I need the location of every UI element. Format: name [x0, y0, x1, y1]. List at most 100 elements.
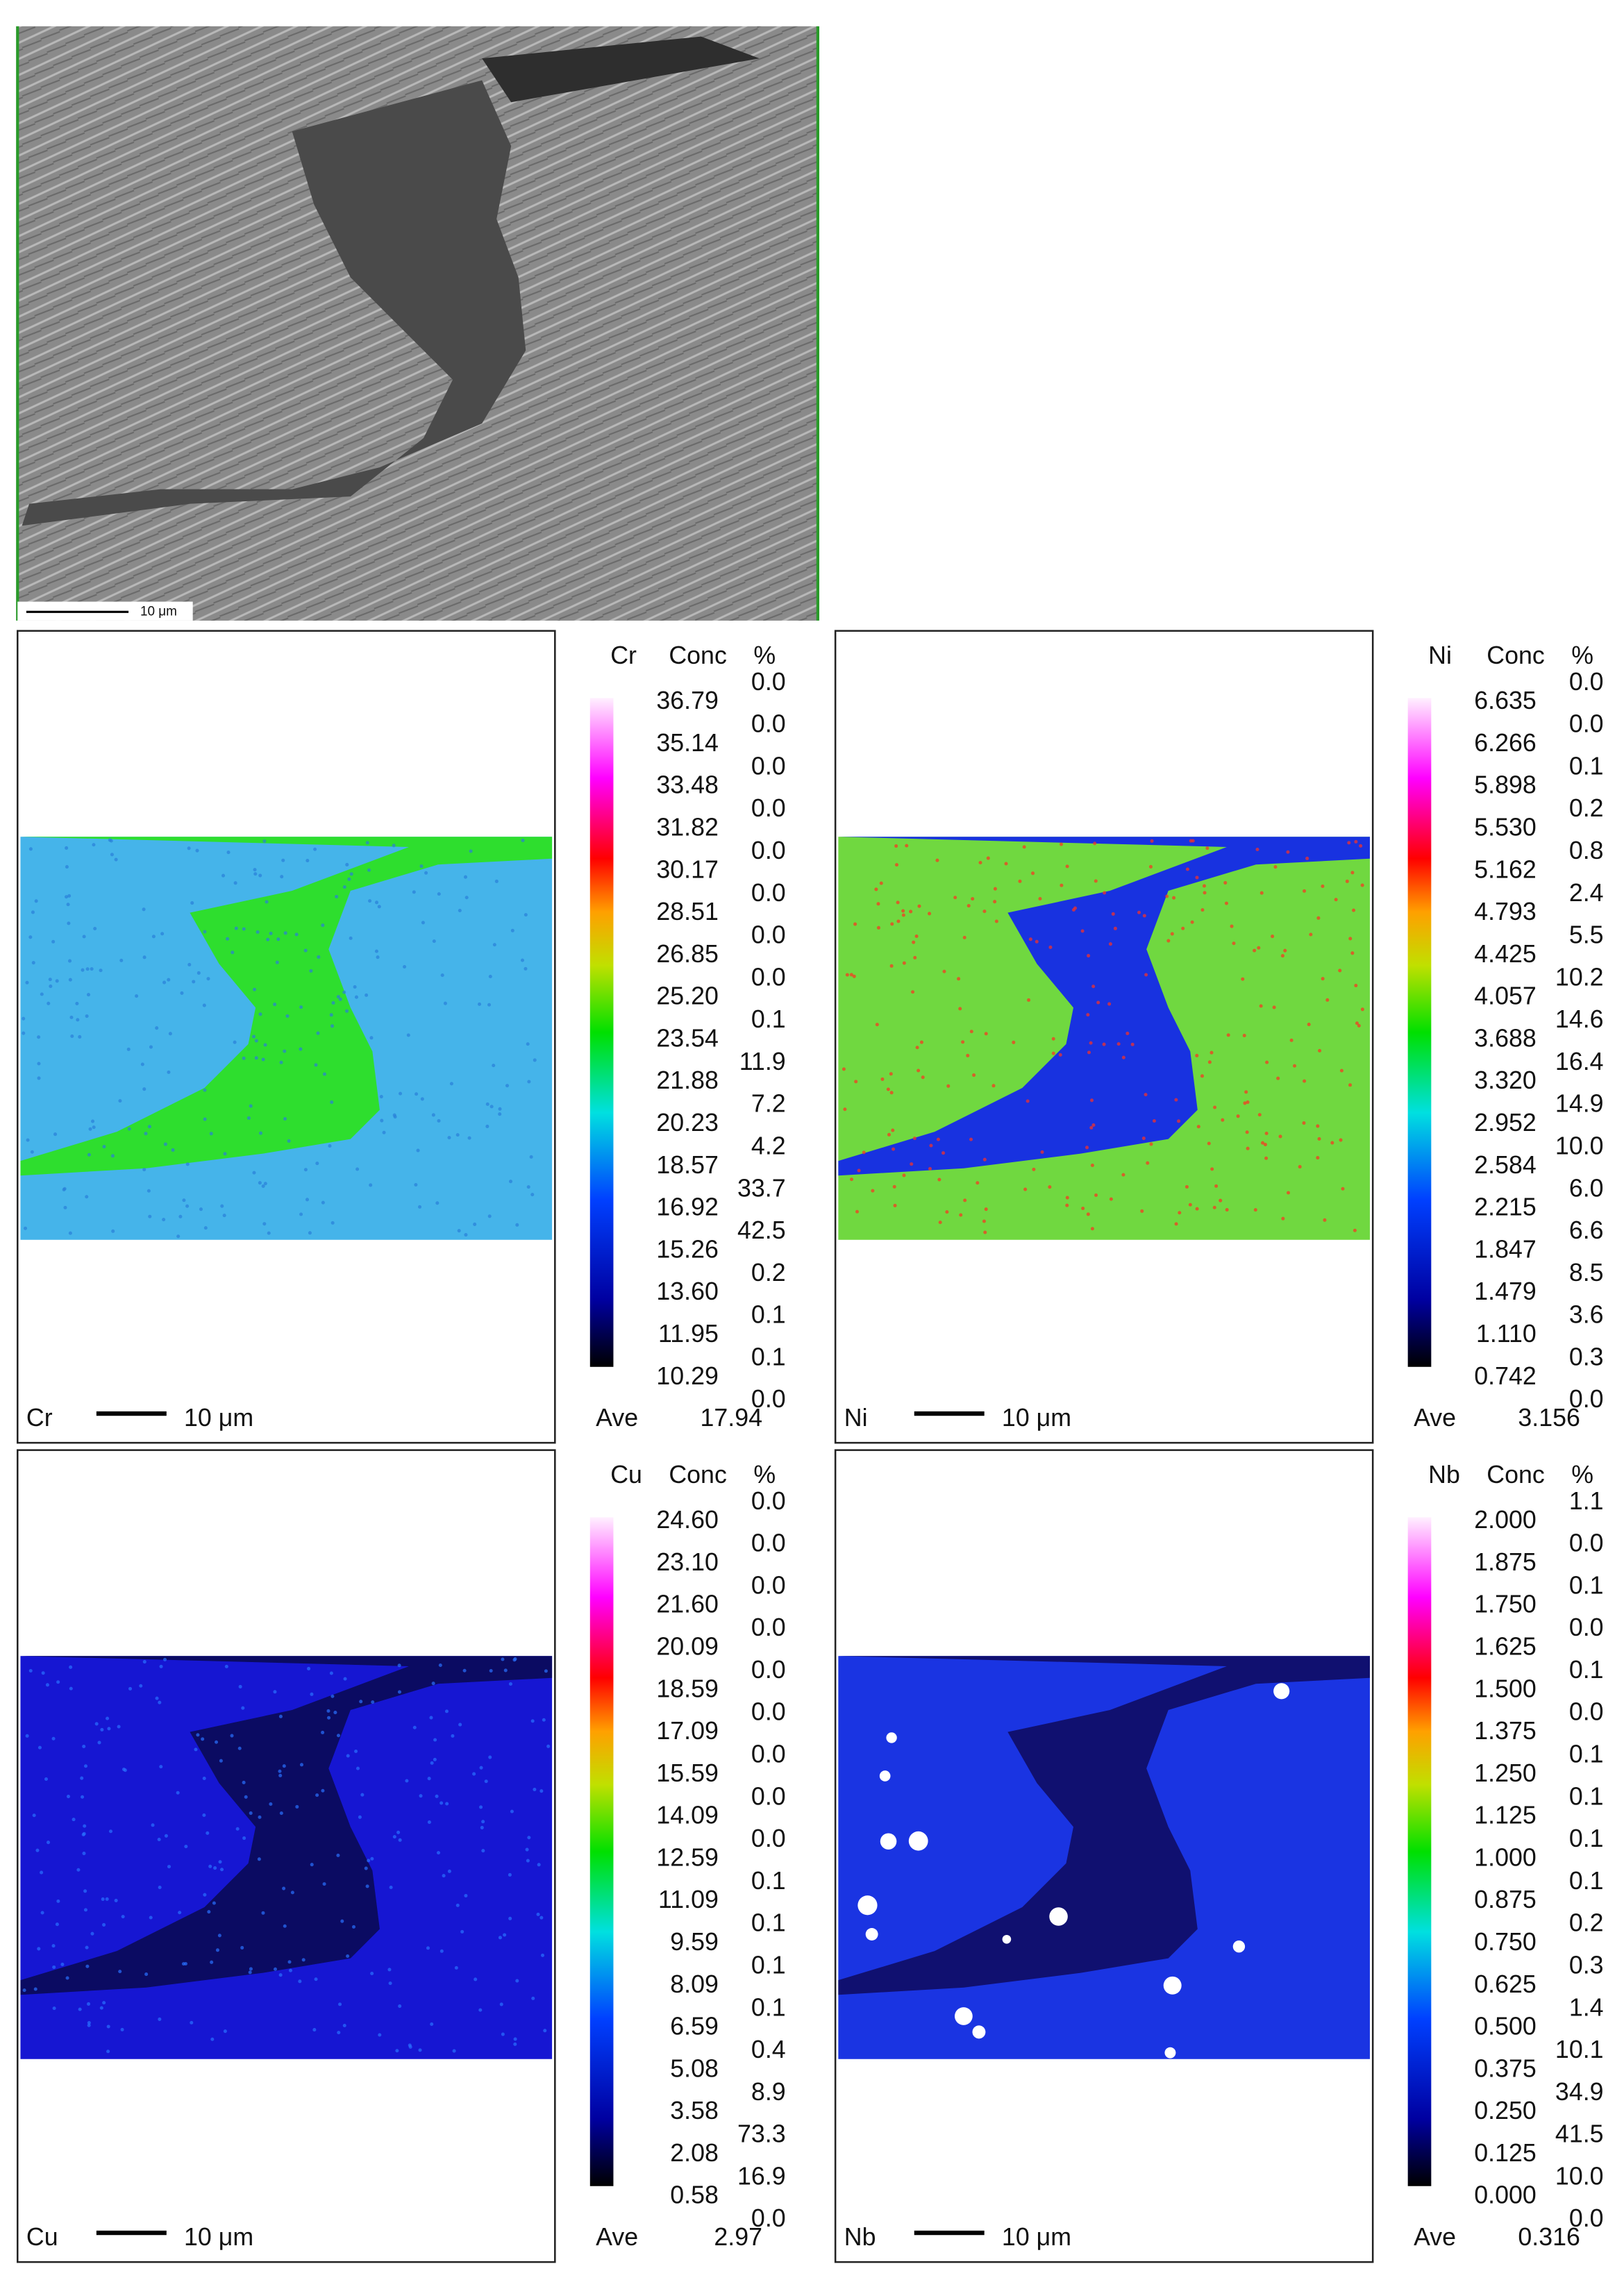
map-speckle [258, 1815, 262, 1819]
percentage: 0.3 [1569, 1951, 1604, 1979]
map-speckle [436, 1851, 441, 1855]
map-speckle [22, 1016, 26, 1021]
map-speckle [261, 1184, 265, 1189]
scale-value: 31.82 [656, 814, 718, 841]
map-speckle [1261, 1141, 1265, 1145]
percentage: 2.4 [1569, 879, 1604, 907]
map-speckle [162, 1218, 166, 1222]
map-speckle [473, 1222, 477, 1226]
map-speckle [935, 858, 939, 862]
map-speckle [1032, 1167, 1036, 1171]
map-speckle [49, 984, 53, 989]
map-speckle [1276, 1076, 1280, 1080]
map-speckle [936, 1137, 940, 1141]
scale-value: 11.09 [658, 1886, 719, 1913]
map-speckle [1023, 1187, 1028, 1191]
map-speckle [281, 858, 285, 862]
map-speckle [982, 910, 987, 914]
map-speckle [1283, 948, 1287, 953]
map-speckle [896, 900, 900, 905]
map-speckle [122, 1767, 126, 1772]
scale-value: 5.530 [1474, 814, 1536, 841]
map-speckle [220, 1204, 224, 1208]
scale-value: 1.875 [1474, 1548, 1536, 1576]
map-speckle [111, 1229, 115, 1233]
map-speckle [82, 934, 86, 939]
map-speckle [447, 1136, 451, 1140]
map-speckle [1121, 1173, 1125, 1177]
map-speckle [215, 1740, 219, 1744]
map-speckle [1185, 867, 1189, 871]
scale-element: Nb [1428, 1461, 1460, 1489]
map-speckle [308, 1231, 312, 1235]
map-speckle [81, 968, 85, 972]
map-speckle [102, 1145, 106, 1149]
percentage: 0.4 [751, 2036, 786, 2063]
map-speckle [299, 1763, 303, 1767]
map-speckle [294, 932, 299, 937]
percentage: 10.2 [1555, 963, 1604, 991]
map-speckle [159, 1664, 163, 1668]
map-speckle [412, 890, 416, 894]
scale-value: 6.59 [670, 2013, 719, 2040]
percentage: 0.1 [1569, 1825, 1604, 1852]
map-speckle [1318, 1048, 1322, 1053]
map-speckle [408, 2043, 412, 2047]
map-speckle [202, 1776, 206, 1781]
scale-value: 3.58 [670, 2097, 719, 2124]
percentage: 34.9 [1555, 2078, 1604, 2106]
scale-element: Cr [610, 642, 637, 669]
map-speckle [337, 2031, 341, 2035]
map-speckle [435, 1794, 439, 1798]
map-speckle [76, 1868, 81, 1872]
map-speckle [162, 980, 167, 984]
map-speckle [28, 847, 33, 851]
map-speckle [367, 868, 371, 872]
map-speckle [82, 1744, 86, 1748]
map-speckle [330, 1100, 334, 1105]
map-speckle [231, 950, 235, 955]
map-speckle [212, 1901, 216, 1905]
scale-value: 1.479 [1474, 1277, 1536, 1305]
map-speckle [119, 958, 124, 962]
map-speckle [158, 1886, 162, 1890]
map-speckle [479, 1805, 483, 1809]
map-speckle [335, 894, 339, 898]
scale-value: 2.584 [1474, 1151, 1536, 1179]
map-speckle [282, 1764, 286, 1768]
map-speckle [37, 1745, 42, 1750]
scale-value: 33.48 [656, 771, 718, 799]
map-speckle [478, 2008, 483, 2012]
map-speckle [1058, 1053, 1062, 1057]
map-speckle [23, 1226, 28, 1230]
map-speckle [1094, 1193, 1098, 1198]
map-speckle [365, 841, 369, 845]
map-speckle [249, 1967, 253, 1971]
map-speckle [865, 1928, 878, 1940]
percentage: 0.8 [1569, 837, 1604, 864]
element-map-panel: Nb 10 μm Nb Conc % 2.000 1.875 1.750 1.625 1.500 1… [834, 1449, 1604, 2263]
map-speckle [1087, 954, 1091, 958]
map-speckle [1205, 846, 1209, 850]
map-speckle [254, 1056, 258, 1060]
map-speckle [151, 1823, 155, 1827]
percentage: 0.0 [1569, 710, 1604, 738]
map-speckle [241, 1706, 245, 1710]
map-speckle [893, 1203, 897, 1207]
map-speckle [99, 969, 103, 973]
element-map-panel: Ni 10 μm Ni Conc % 6.635 6.266 5.898 5.530 5.162 4… [834, 630, 1604, 1444]
scale-value: 16.92 [656, 1193, 718, 1221]
map-speckle [248, 1970, 252, 1975]
map-speckle [321, 1200, 325, 1205]
map-speckle [1286, 1191, 1291, 1195]
map-speckle [901, 913, 905, 917]
percentage: 0.0 [751, 710, 786, 738]
map-speckle [97, 1741, 101, 1745]
percentage: 0.0 [751, 1385, 786, 1413]
map-phase [838, 1656, 1370, 1995]
percentage: 0.2 [751, 1259, 786, 1286]
map-speckle [1022, 845, 1026, 849]
map-speckle [1339, 1068, 1343, 1073]
map-speckle [128, 1686, 133, 1691]
